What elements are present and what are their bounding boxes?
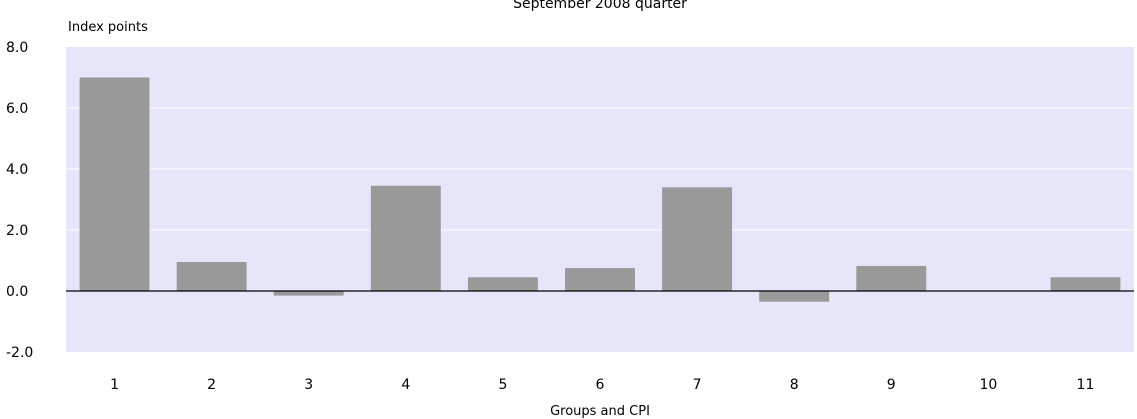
bar-11	[1050, 277, 1121, 291]
plot-area	[66, 47, 1134, 352]
x-tick-label: 1	[110, 377, 119, 393]
x-tick-label: 6	[596, 377, 605, 393]
x-tick-label: 3	[304, 377, 313, 393]
chart-title: September 2008 quarter	[513, 0, 687, 12]
x-tick-label: 2	[207, 377, 216, 393]
x-tick-label: 4	[401, 377, 410, 393]
bars	[79, 77, 1121, 302]
bar-4	[370, 185, 441, 291]
bar-8	[759, 291, 830, 302]
y-axis-ticks: 8.0 6.0 4.0 2.0 0.0 -2.0	[6, 40, 33, 361]
x-tick-label: 11	[1077, 377, 1095, 393]
bar-5	[467, 277, 538, 291]
y-tick-label: 2.0	[6, 223, 28, 239]
bar-1	[79, 77, 150, 291]
y-axis-title: Index points	[68, 20, 148, 35]
y-tick-label: -2.0	[6, 345, 33, 361]
bar-7	[662, 187, 733, 291]
bar-6	[565, 268, 635, 291]
x-tick-label: 5	[498, 377, 507, 393]
x-tick-label: 8	[790, 377, 799, 393]
y-tick-label: 0.0	[6, 284, 28, 300]
x-tick-label: 9	[887, 377, 896, 393]
bar-2	[176, 262, 247, 291]
x-axis-title: Groups and CPI	[550, 404, 650, 419]
x-axis-ticks: 1 2 3 4 5 6 7 8 9 10 11	[110, 377, 1094, 393]
gridlines	[66, 107, 1134, 231]
bar-9	[856, 265, 927, 291]
y-tick-label: 8.0	[6, 40, 28, 56]
x-tick-label: 7	[693, 377, 702, 393]
x-tick-label: 10	[979, 377, 997, 393]
y-tick-label: 6.0	[6, 101, 28, 117]
bar-3	[273, 291, 344, 296]
y-tick-label: 4.0	[6, 162, 28, 178]
